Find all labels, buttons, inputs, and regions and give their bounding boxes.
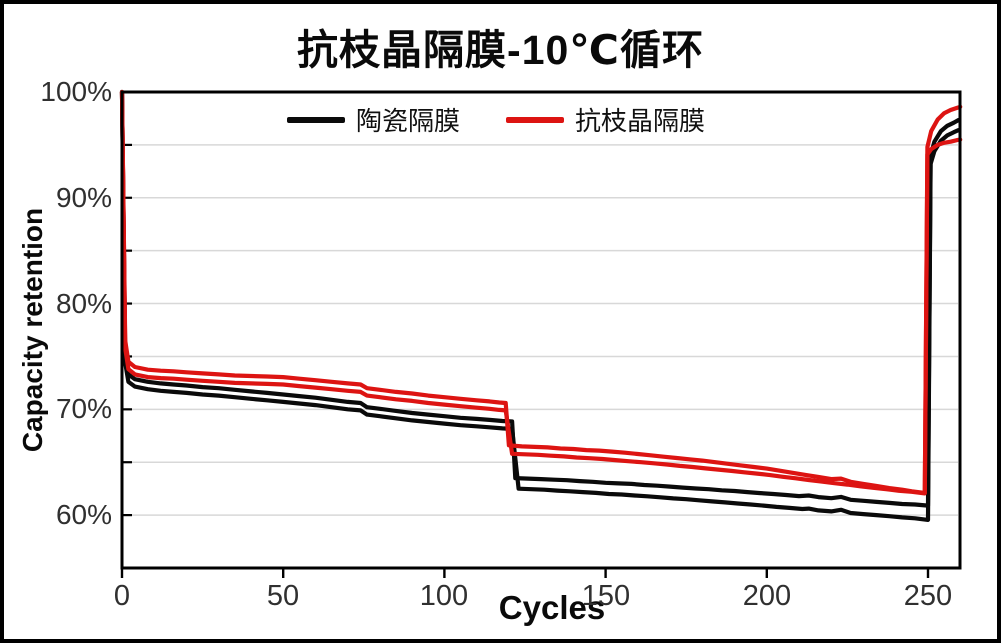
antidendrite-legend-line-icon <box>506 116 564 123</box>
legend-label-antidendrite: 抗枝晶隔膜 <box>575 106 706 136</box>
legend-label-ceramic: 陶瓷隔膜 <box>355 106 460 136</box>
x-tick-label-0: 0 <box>113 580 131 612</box>
x-tick-label-100: 100 <box>419 580 469 612</box>
x-tick-label-200: 200 <box>742 580 792 612</box>
ceramic-legend-line-icon <box>286 116 345 123</box>
x-tick-label-150: 150 <box>581 580 631 612</box>
chart-title: 抗枝晶隔膜-10℃循环 <box>297 27 704 73</box>
legend: 陶瓷隔膜 抗枝晶隔膜 <box>122 101 870 138</box>
y-tick-label-100: 100% <box>40 76 112 107</box>
y-tick-label-70: 70% <box>55 393 112 424</box>
x-tick-label-250: 250 <box>903 580 953 612</box>
y-tick-label-60: 60% <box>55 499 112 530</box>
x-tick-label-50: 50 <box>266 580 300 612</box>
legend-item-ceramic: 陶瓷隔膜 <box>286 101 460 138</box>
legend-item-antidendrite: 抗枝晶隔膜 <box>506 101 705 138</box>
y-tick-label-90: 90% <box>55 182 112 213</box>
y-tick-label-80: 80% <box>55 288 112 319</box>
x-axis-title: Cycles <box>498 589 606 626</box>
